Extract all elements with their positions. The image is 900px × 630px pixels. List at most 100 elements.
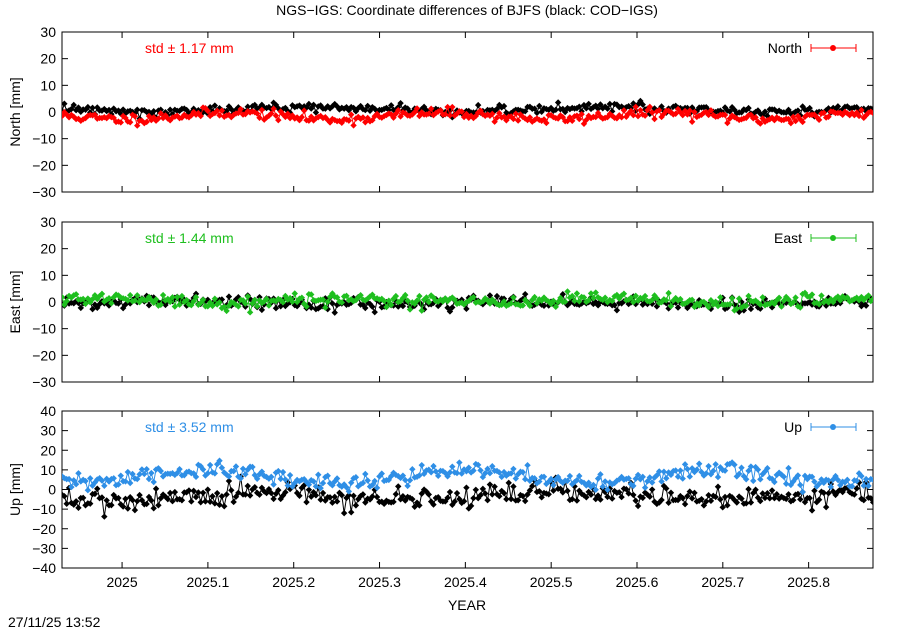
data-point: [62, 301, 68, 308]
data-point: [571, 478, 578, 486]
data-point: [637, 294, 644, 302]
data-point: [806, 104, 813, 112]
data-point: [543, 480, 550, 488]
data-point: [242, 300, 249, 307]
data-point: [512, 475, 519, 482]
data-point: [641, 489, 649, 496]
data-point: [225, 293, 233, 300]
data-point: [745, 485, 752, 493]
data-point: [698, 495, 705, 503]
data-point: [242, 491, 249, 498]
data-point: [204, 486, 211, 493]
data-point: [162, 297, 169, 304]
data-point: [178, 292, 186, 300]
data-point: [550, 107, 557, 115]
data-point: [324, 298, 331, 305]
data-point: [587, 290, 595, 297]
data-point: [695, 497, 703, 505]
data-point: [143, 500, 150, 508]
data-point: [714, 302, 722, 310]
data-point: [477, 467, 484, 474]
data-point: [797, 496, 804, 503]
data-point: [159, 291, 167, 299]
data-point: [644, 478, 651, 485]
data-point: [745, 296, 752, 303]
data-point: [418, 461, 425, 469]
data-point: [606, 296, 614, 304]
data-point: [705, 491, 712, 499]
data-point: [745, 467, 752, 475]
data-point: [524, 461, 531, 469]
data-point: [775, 495, 783, 502]
y-tick-label: 20: [40, 442, 56, 458]
data-point: [103, 475, 110, 483]
data-point: [790, 113, 797, 121]
data-point: [282, 476, 289, 483]
data-point: [489, 463, 496, 470]
data-point: [108, 501, 115, 509]
data-point: [322, 304, 329, 311]
data-point: [289, 298, 296, 306]
data-point: [815, 116, 823, 124]
data-point: [616, 112, 623, 119]
data-point: [717, 496, 724, 503]
data-point: [305, 486, 313, 493]
data-point: [521, 296, 529, 304]
panel-east: 30 20 10 0 −10 −20 −30 East [mm] std ± 1.44 mm Ea…: [7, 214, 874, 390]
data-point: [105, 106, 113, 114]
data-point: [592, 299, 599, 306]
data-point: [745, 104, 752, 112]
x-tick-label: 2025.7: [701, 574, 744, 590]
data-point: [148, 497, 155, 504]
data-point: [601, 478, 609, 485]
data-point: [632, 497, 639, 504]
data-point: [681, 461, 689, 468]
data-point: [752, 486, 759, 493]
data-point: [362, 119, 369, 126]
data-point: [625, 490, 632, 497]
data-point: [738, 464, 745, 471]
data-point: [538, 494, 545, 501]
data-point: [623, 113, 630, 120]
y-tick-label: −20: [32, 521, 56, 537]
data-point: [578, 111, 585, 118]
data-point: [223, 307, 230, 315]
data-point: [103, 497, 110, 504]
data-point: [185, 468, 193, 475]
data-point: [474, 461, 482, 469]
data-point: [70, 101, 77, 109]
data-point: [244, 293, 251, 300]
data-point: [630, 491, 637, 499]
data-point: [446, 308, 454, 315]
data-point: [637, 476, 644, 483]
data-point: [564, 477, 571, 484]
data-point: [202, 472, 209, 479]
data-point: [592, 102, 599, 109]
data-point: [797, 116, 804, 123]
data-point: [211, 470, 219, 477]
data-point: [157, 301, 164, 309]
data-point: [157, 467, 164, 475]
data-point: [564, 302, 571, 309]
data-point: [317, 112, 324, 120]
data-point: [359, 479, 367, 487]
data-point: [279, 468, 287, 476]
data-point: [232, 463, 240, 470]
data-point: [235, 109, 242, 117]
data-point: [211, 109, 219, 117]
data-point: [804, 475, 811, 483]
data-point: [519, 468, 527, 476]
data-point: [350, 104, 357, 112]
data-point: [390, 498, 397, 506]
data-point: [768, 487, 776, 494]
data-point: [510, 115, 517, 123]
data-point: [656, 499, 663, 506]
data-point: [825, 105, 832, 112]
data-point: [688, 296, 696, 304]
data-point: [639, 101, 646, 108]
data-point: [155, 502, 162, 509]
data-point: [119, 503, 127, 510]
data-point: [275, 486, 282, 494]
data-point: [566, 472, 574, 480]
data-point: [399, 492, 407, 500]
